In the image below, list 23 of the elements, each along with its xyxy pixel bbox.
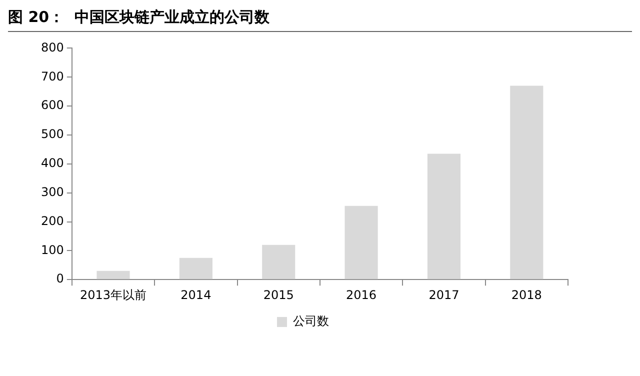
y-tick-label: 300 [41,184,64,199]
x-tick-label: 2016 [346,288,377,302]
y-tick-label: 0 [56,272,64,286]
y-tick-label: 100 [41,242,64,257]
bar [96,270,130,280]
y-tick-label: 800 [41,40,64,54]
y-tick-label: 600 [41,98,64,112]
bar [179,258,212,280]
x-tick-label: 2015 [263,288,294,302]
x-tick-label: 2017 [428,288,460,302]
y-tick-label: 200 [41,214,64,228]
legend-label: 公司数 [293,314,329,328]
chart-title: 图 20： 中国区块链产业成立的公司数 [8,8,632,32]
bar [344,206,378,280]
x-tick-label: 2014 [180,288,212,302]
y-tick-label: 700 [41,69,64,84]
bar [510,86,544,280]
x-tick-label: 2013年以前 [80,288,147,302]
bar [262,244,296,280]
bar [427,154,461,280]
y-tick-label: 500 [41,127,64,142]
x-tick-label: 2018 [511,288,542,302]
y-tick-label: 400 [41,156,64,170]
